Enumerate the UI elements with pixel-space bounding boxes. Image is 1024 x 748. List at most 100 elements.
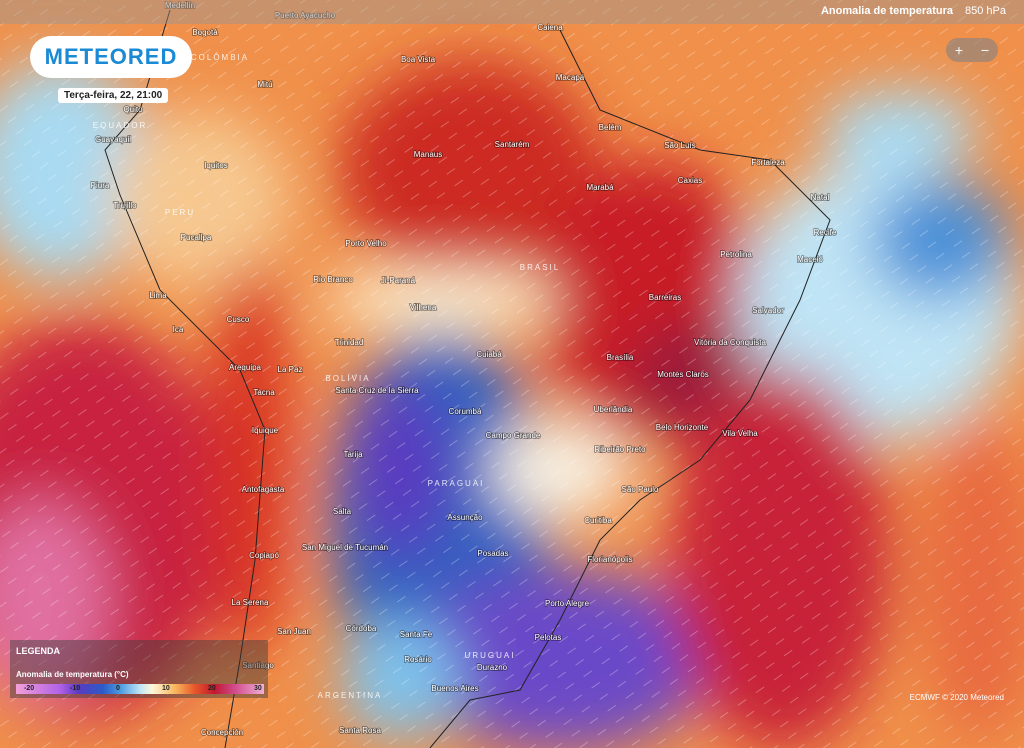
city-label: Manaus xyxy=(414,150,442,159)
legend-tick: 0 xyxy=(116,685,120,692)
city-label: Santa Fe xyxy=(400,630,433,639)
city-label: Antofagasta xyxy=(242,485,285,494)
city-label: Barreiras xyxy=(649,293,681,302)
city-label: Pelotas xyxy=(535,633,562,642)
legend-tick: -10 xyxy=(70,685,81,692)
city-label: Corumbá xyxy=(449,407,482,416)
city-label: Córdoba xyxy=(346,624,377,633)
legend: LEGENDA Anomalia de temperatura (°C) -20… xyxy=(10,640,268,698)
country-label: URUGUAI xyxy=(465,651,516,660)
city-label: San Miguel de Tucumán xyxy=(302,543,388,552)
layer-level: 850 hPa xyxy=(965,5,1006,17)
legend-title: LEGENDA xyxy=(16,646,61,656)
legend-tick: -20 xyxy=(24,685,35,692)
city-label: Puerto Ayacucho xyxy=(275,11,336,20)
zoom-control: + − xyxy=(946,38,998,62)
city-label: Belo Horizonte xyxy=(656,423,709,432)
legend-subtitle: Anomalia de temperatura (°C) xyxy=(16,670,129,679)
date: Terça-feira, 22, 21:00 xyxy=(58,88,169,103)
city-label: Iquitos xyxy=(204,161,228,170)
city-label: Santarém xyxy=(495,140,530,149)
country-label: PERU xyxy=(165,208,195,217)
city-label: São Paulo xyxy=(622,485,659,494)
city-label: Guayaquil xyxy=(95,135,131,144)
layer-name: Anomalia de temperatura xyxy=(820,5,954,17)
legend-tick: 20 xyxy=(208,685,216,692)
credit: ECMWF © 2020 Meteored xyxy=(909,693,1004,702)
city-label: São Luís xyxy=(664,141,696,150)
city-label: Salta xyxy=(333,507,352,516)
zoom-in[interactable]: + xyxy=(954,42,964,58)
city-label: Bogotá xyxy=(192,28,218,37)
city-label: Belém xyxy=(599,123,622,132)
city-label: Santiago xyxy=(242,661,274,670)
labels: Medellín Puerto Ayacucho Caiena Bogotá Boa V… xyxy=(90,0,838,738)
city-label: Florianópolis xyxy=(587,555,632,564)
city-label: Caxias xyxy=(678,176,702,185)
city-label: Pucallpa xyxy=(181,233,212,242)
city-label: San Juan xyxy=(277,627,311,636)
city-label: Concepción xyxy=(201,728,243,737)
city-label: Cusco xyxy=(227,315,250,324)
layer-info: Anomalia de temperatura 850 hPa xyxy=(821,5,1006,17)
city-label: Ribeirão Preto xyxy=(594,445,646,454)
city-label: Vitória da Conquista xyxy=(694,338,766,347)
city-label: Lima xyxy=(149,291,167,300)
country-label: ARGENTINA xyxy=(318,691,383,700)
legend-scale xyxy=(16,684,264,694)
legend-tick: 10 xyxy=(162,685,170,692)
legend-tick: 30 xyxy=(254,685,262,692)
city-label: Natal xyxy=(811,193,830,202)
city-label: Tarija xyxy=(343,450,363,459)
city-label: Marabá xyxy=(586,183,614,192)
city-label: Copiapó xyxy=(249,551,279,560)
city-label: Arequipa xyxy=(229,363,262,372)
city-label: Porto Alegre xyxy=(545,599,590,608)
city-label: La Serena xyxy=(232,598,269,607)
city-label: Ica xyxy=(173,325,184,334)
city-label: Medellín xyxy=(165,1,195,10)
city-label: Montes Claros xyxy=(657,370,709,379)
city-label: Curitiba xyxy=(584,516,612,525)
top-bar xyxy=(0,0,1024,24)
country-label: EQUADOR xyxy=(93,121,147,130)
city-label: Fortaleza xyxy=(751,158,785,167)
city-label: Maceió xyxy=(797,255,823,264)
city-label: Porto Velho xyxy=(345,239,387,248)
city-label: Campo Grande xyxy=(486,431,541,440)
zoom-out[interactable]: − xyxy=(980,42,990,58)
city-label: Ji-Paraná xyxy=(381,276,416,285)
city-label: Iquique xyxy=(252,426,279,435)
city-label: Posadas xyxy=(477,549,508,558)
city-label: Rosário xyxy=(404,655,432,664)
city-label: Quito xyxy=(123,105,143,114)
city-label: Boa Vista xyxy=(401,55,436,64)
city-label: Rio Branco xyxy=(313,275,353,284)
city-label: Durazno xyxy=(477,663,508,672)
city-label: Caiena xyxy=(537,23,563,32)
city-label: Vila Velha xyxy=(722,429,758,438)
city-label: Brasília xyxy=(607,353,634,362)
coastline xyxy=(104,9,831,748)
city-label: Vilhena xyxy=(410,303,437,312)
city-label: Assunção xyxy=(447,513,483,522)
country-label: BOLÍVIA xyxy=(325,374,370,383)
logo[interactable]: METEORED xyxy=(30,36,192,78)
country-label: COLÔMBIA xyxy=(191,53,249,62)
country-label: PARAGUAI xyxy=(428,479,485,488)
city-label: Salvador xyxy=(752,306,784,315)
city-label: Trinidad xyxy=(335,338,364,347)
city-label: Piura xyxy=(91,181,110,190)
city-label: Uberlândia xyxy=(594,405,633,414)
city-label: Mitú xyxy=(257,80,272,89)
city-label: Santa Cruz de la Sierra xyxy=(335,386,419,395)
city-label: Recife xyxy=(814,228,837,237)
city-label: Buenos Aires xyxy=(431,684,478,693)
country-label: BRASIL xyxy=(520,263,560,272)
city-label: Cuiabá xyxy=(476,350,502,359)
city-label: Petrolina xyxy=(720,250,752,259)
city-label: Santa Rosa xyxy=(339,726,381,735)
